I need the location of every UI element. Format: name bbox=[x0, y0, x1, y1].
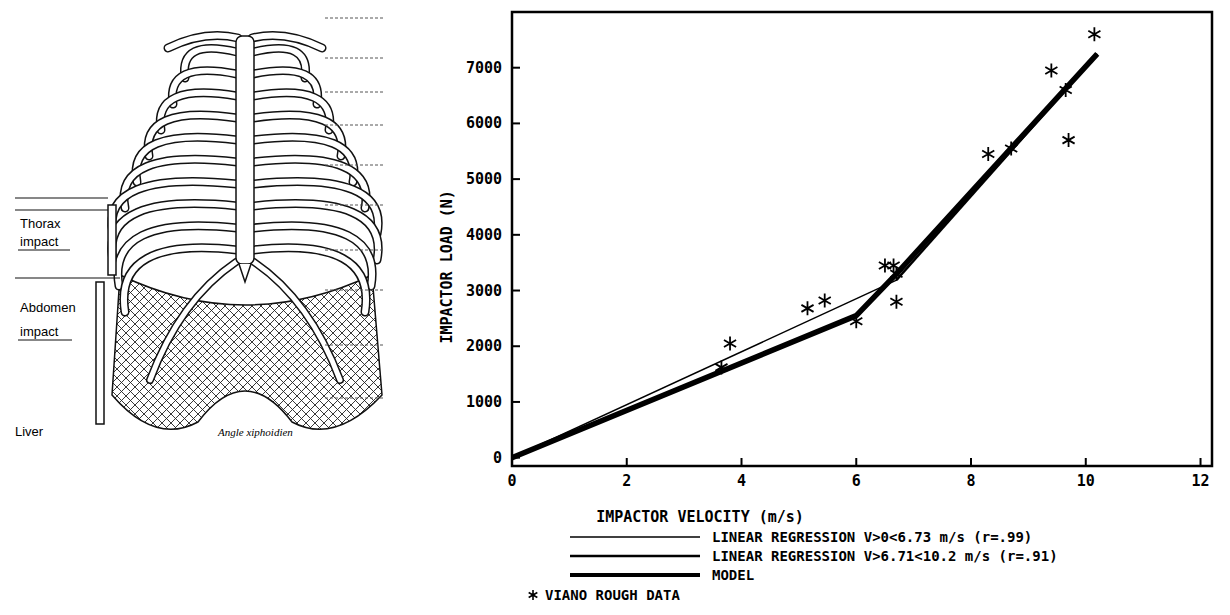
y-tick bbox=[512, 67, 520, 69]
data-point bbox=[724, 336, 736, 350]
rib-outline bbox=[254, 262, 340, 380]
axes: 0 2 4 6 8 10 12 0 1000 2000 3000 4000 5000 6000 7000 IM… bbox=[438, 12, 1212, 526]
figure: Thorax impact Abdomen impact Liver Angle xiph… bbox=[0, 0, 1230, 615]
data-point bbox=[890, 267, 902, 281]
series-line bbox=[512, 54, 1097, 458]
rib-fill bbox=[254, 262, 340, 380]
diagram-label: impact bbox=[20, 324, 59, 339]
leader-line bbox=[325, 250, 385, 251]
y-tick bbox=[512, 178, 520, 180]
diagram-label: Abdomen bbox=[20, 300, 76, 315]
diagram-label: impact bbox=[20, 234, 59, 249]
data-point bbox=[1088, 27, 1100, 41]
x-tick-label: 4 bbox=[737, 472, 746, 490]
y-tick-label: 4000 bbox=[466, 226, 502, 244]
y-tick bbox=[512, 290, 520, 292]
leader-line bbox=[325, 205, 385, 206]
legend: LINEAR REGRESSION V>0<6.73 m/s (r=.99) LI… bbox=[529, 529, 1058, 603]
rib-outline bbox=[150, 262, 236, 380]
legend-label: LINEAR REGRESSION V>6.71<10.2 m/s (r=.91… bbox=[712, 548, 1058, 564]
legend-marker bbox=[529, 590, 538, 600]
y-tick-label: 5000 bbox=[466, 170, 502, 188]
ribcage-diagram: Thorax impact Abdomen impact Liver Angle xiph… bbox=[15, 18, 385, 439]
x-tick bbox=[970, 458, 972, 466]
data-point bbox=[879, 258, 891, 272]
x-tick bbox=[855, 458, 857, 466]
leader-line bbox=[325, 18, 385, 19]
rib-outline bbox=[253, 248, 366, 312]
plot-area bbox=[512, 27, 1100, 457]
thorax-impactor bbox=[108, 205, 116, 275]
diagram-label: Thorax bbox=[20, 216, 61, 231]
x-tick-label: 2 bbox=[622, 472, 631, 490]
label-underline bbox=[18, 250, 70, 251]
rib-fill bbox=[253, 248, 366, 312]
xiphoid bbox=[239, 264, 251, 282]
data-point bbox=[1062, 133, 1074, 147]
data-point bbox=[890, 295, 902, 309]
legend-label: MODEL bbox=[712, 567, 754, 583]
diagram-label: Angle xiphoidien bbox=[217, 426, 293, 438]
diagram-label: Liver bbox=[15, 424, 44, 439]
data-point bbox=[850, 314, 862, 328]
sternum bbox=[236, 36, 254, 264]
y-tick bbox=[512, 345, 520, 347]
leader-line bbox=[325, 345, 385, 346]
legend-line bbox=[570, 573, 700, 577]
x-tick bbox=[1200, 458, 1202, 466]
leader-line bbox=[325, 165, 385, 166]
label-underline bbox=[18, 340, 72, 341]
x-tick-label: 10 bbox=[1077, 472, 1095, 490]
leader-line bbox=[325, 398, 385, 399]
y-tick bbox=[512, 401, 520, 403]
rib-outline bbox=[124, 248, 237, 312]
x-axis-title: IMPACTOR VELOCITY (m/s) bbox=[596, 508, 804, 526]
plot-frame bbox=[512, 12, 1212, 466]
y-tick bbox=[512, 122, 520, 124]
x-tick bbox=[626, 458, 628, 466]
abdomen-impactor bbox=[96, 282, 104, 424]
y-tick-label: 2000 bbox=[466, 337, 502, 355]
leader-line bbox=[325, 92, 385, 93]
y-tick-label: 3000 bbox=[466, 282, 502, 300]
legend-label: LINEAR REGRESSION V>0<6.73 m/s (r=.99) bbox=[712, 529, 1032, 545]
leader-line bbox=[325, 290, 385, 291]
legend-line bbox=[570, 555, 700, 558]
data-point bbox=[1005, 141, 1017, 155]
x-tick-label: 8 bbox=[967, 472, 976, 490]
legend-label: VIANO ROUGH DATA bbox=[545, 587, 680, 603]
leader-line bbox=[325, 125, 385, 126]
x-tick bbox=[1085, 458, 1087, 466]
y-tick bbox=[512, 234, 520, 236]
rib-fill bbox=[124, 248, 237, 312]
abdomen-region bbox=[112, 275, 382, 429]
y-tick-label: 7000 bbox=[466, 59, 502, 77]
data-point bbox=[982, 147, 994, 161]
x-tick-label: 0 bbox=[507, 472, 516, 490]
leader-line bbox=[325, 58, 385, 59]
data-point bbox=[801, 301, 813, 315]
data-point bbox=[715, 360, 727, 374]
x-tick-label: 12 bbox=[1191, 472, 1209, 490]
x-tick bbox=[741, 458, 743, 466]
data-point bbox=[1045, 63, 1057, 77]
data-point bbox=[819, 294, 831, 308]
y-tick-label: 0 bbox=[493, 449, 502, 467]
rib-fill bbox=[150, 262, 236, 380]
label-rule bbox=[15, 277, 120, 278]
y-tick-label: 6000 bbox=[466, 114, 502, 132]
legend-line bbox=[570, 536, 700, 538]
label-rule bbox=[15, 209, 108, 210]
data-point bbox=[1060, 83, 1072, 97]
y-axis-title: IMPACTOR LOAD (N) bbox=[438, 190, 456, 344]
x-tick-label: 6 bbox=[852, 472, 861, 490]
data-point bbox=[887, 258, 899, 272]
label-rule bbox=[15, 197, 108, 198]
y-tick-label: 1000 bbox=[466, 393, 502, 411]
